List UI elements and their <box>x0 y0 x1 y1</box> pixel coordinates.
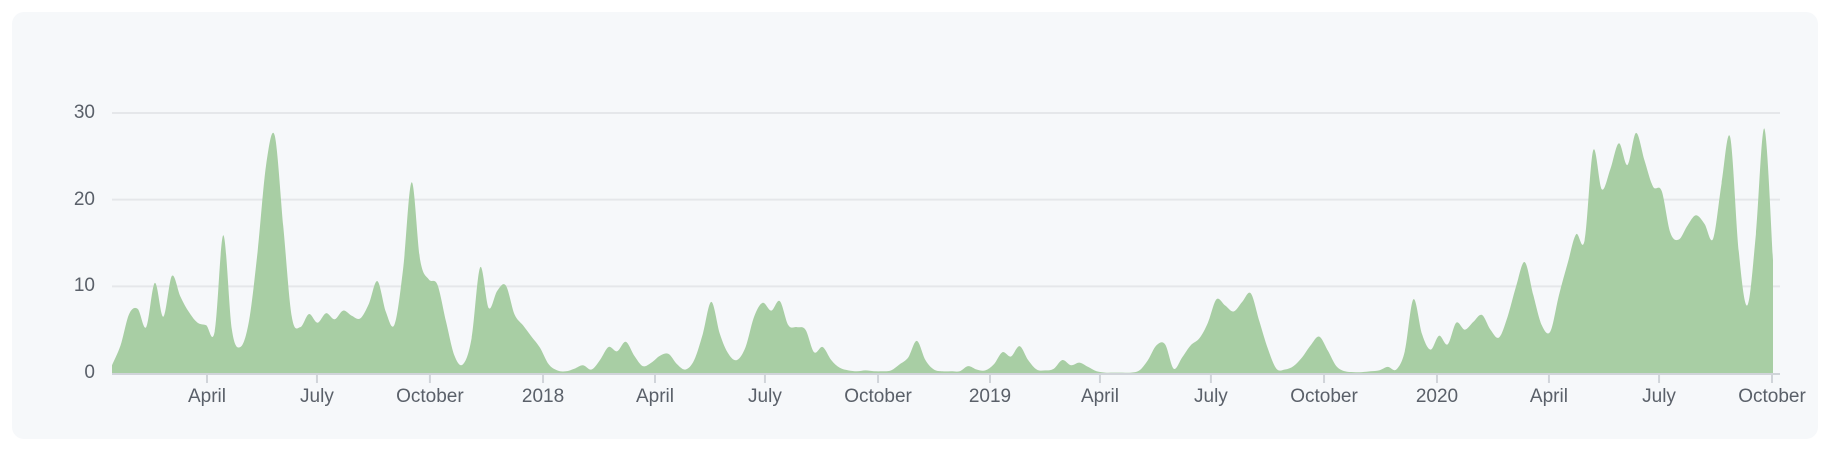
commit-activity-area[interactable] <box>112 128 1773 373</box>
x-axis-label: October <box>1738 386 1806 407</box>
y-axis-label: 0 <box>84 362 95 383</box>
x-axis-label: July <box>300 386 334 407</box>
x-axis-label: October <box>396 386 464 407</box>
x-axis-label: July <box>748 386 782 407</box>
x-axis-label: October <box>844 386 912 407</box>
x-axis-label: July <box>1194 386 1228 407</box>
x-axis-label: April <box>1529 386 1568 407</box>
x-axis-label: July <box>1642 386 1676 407</box>
y-axis-label: 10 <box>73 275 95 297</box>
x-axis-label: April <box>187 386 227 407</box>
x-axis <box>112 373 1780 383</box>
x-axis-label: October <box>1290 386 1358 407</box>
y-axis-label: 30 <box>73 102 95 123</box>
x-axis-label: April <box>1080 386 1119 407</box>
x-axis-label: 2020 <box>1415 386 1459 407</box>
x-axis-label: 2018 <box>521 386 565 407</box>
y-axis-label: 20 <box>73 188 95 210</box>
gridlines <box>112 112 1780 288</box>
x-axis-label: April <box>635 386 674 407</box>
x-axis-label: 2019 <box>968 386 1012 407</box>
